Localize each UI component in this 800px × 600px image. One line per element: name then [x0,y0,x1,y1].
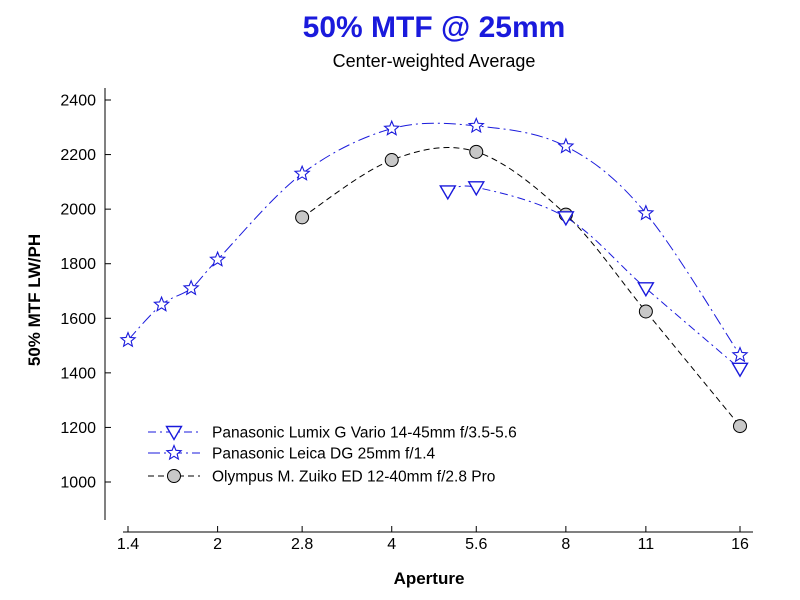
ticks: 1000 1200 1400 1600 1800 2000 2200 2400 1.4 2 2.8 4… [60,93,749,554]
data-point [637,204,655,221]
x-axis-title: Aperture [394,569,465,588]
legend-label: Olympus M. Zuiko ED 12-40mm f/2.8 Pro [212,469,495,486]
y-tick-label: 1800 [60,256,96,273]
legend-label: Panasonic Lumix G Vario 14-45mm f/3.5-5.… [212,425,517,442]
data-point [293,164,311,181]
data-point [153,295,171,312]
x-tick-label: 11 [638,536,655,553]
data-point [467,116,485,134]
series-line [447,185,741,370]
series-0 [439,181,749,378]
series-1 [119,116,749,363]
y-tick-label: 2000 [60,202,96,219]
chart-title: 50% MTF @ 25mm [303,11,566,44]
y-tick-label: 1400 [60,365,96,382]
data-point [557,137,575,154]
y-tick-label: 2200 [60,147,96,164]
data-point [638,304,653,319]
x-tick-label: 5.6 [465,536,487,553]
data-point [119,331,137,348]
x-tick-label: 2 [213,536,222,553]
series [119,116,749,434]
y-axis-title: 50% MTF LW/PH [25,234,44,366]
y-tick-label: 1000 [60,475,96,492]
y-tick-label: 2400 [60,93,96,110]
data-point [439,185,457,201]
data-point [557,211,575,227]
data-point [731,362,749,378]
data-point [467,181,485,197]
data-point [209,250,227,267]
y-tick-label: 1600 [60,311,96,328]
x-tick-label: 1.4 [117,536,139,553]
legend-item: Panasonic Lumix G Vario 14-45mm f/3.5-5.… [148,425,517,442]
data-point [182,279,200,296]
data-point [731,346,749,363]
data-point [469,144,484,159]
series-line [127,122,741,356]
legend-item: Panasonic Leica DG 25mm f/1.4 [148,444,436,463]
series-2 [295,144,747,434]
data-point [733,419,747,434]
legend-marker [167,469,181,483]
legend-marker [165,444,183,461]
data-point [383,119,401,136]
y-tick-label: 1200 [60,420,96,437]
series-line [301,147,741,427]
legend-label: Panasonic Leica DG 25mm f/1.4 [212,446,436,463]
data-point [637,282,655,298]
legend-item: Olympus M. Zuiko ED 12-40mm f/2.8 Pro [148,469,495,486]
data-point [295,210,310,225]
x-tick-label: 16 [731,536,749,553]
legend: Panasonic Lumix G Vario 14-45mm f/3.5-5.… [148,425,517,486]
legend-marker [165,425,183,441]
axes [104,88,753,533]
data-point [384,153,399,168]
x-tick-label: 2.8 [291,536,313,553]
x-tick-label: 8 [561,536,570,553]
chart-subtitle: Center-weighted Average [333,51,536,71]
x-tick-label: 4 [387,536,396,553]
